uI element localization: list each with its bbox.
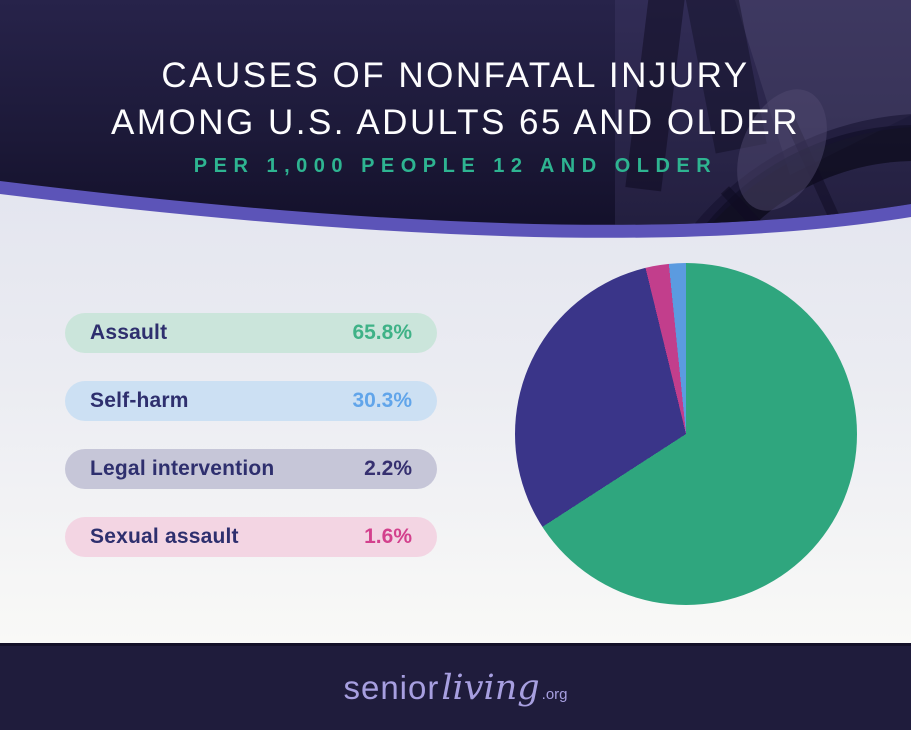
legend-row: Self-harm 30.3% (65, 381, 437, 421)
page-subtitle: PER 1,000 PEOPLE 12 AND OLDER (193, 155, 718, 177)
legend-label: Sexual assault (90, 525, 239, 548)
legend-row: Assault 65.8% (65, 313, 437, 353)
brand-logo: senior living .org (343, 668, 567, 708)
legend-value: 65.8% (352, 321, 412, 344)
legend-value: 30.3% (352, 389, 412, 412)
logo-living: living (441, 668, 540, 708)
logo-senior: senior (343, 669, 440, 706)
legend-label: Legal intervention (90, 457, 275, 480)
header-titles: CAUSES OF NONFATAL INJURY AMONG U.S. ADU… (0, 52, 911, 178)
pie-chart (515, 263, 857, 605)
legend-label: Assault (90, 321, 168, 344)
legend-value: 2.2% (364, 457, 412, 480)
page-title-line2: AMONG U.S. ADULTS 65 AND OLDER (111, 103, 800, 142)
legend-row: Legal intervention 2.2% (65, 449, 437, 489)
footer: senior living .org (0, 643, 911, 730)
logo-org: .org (541, 686, 568, 703)
page-title-line1: CAUSES OF NONFATAL INJURY (161, 56, 750, 95)
wheelchair-photo (615, 0, 911, 225)
legend: Assault 65.8% Self-harm 30.3% Legal inte… (65, 313, 437, 585)
legend-label: Self-harm (90, 389, 189, 412)
legend-row: Sexual assault 1.6% (65, 517, 437, 557)
legend-value: 1.6% (364, 525, 412, 548)
header-background (0, 0, 911, 238)
